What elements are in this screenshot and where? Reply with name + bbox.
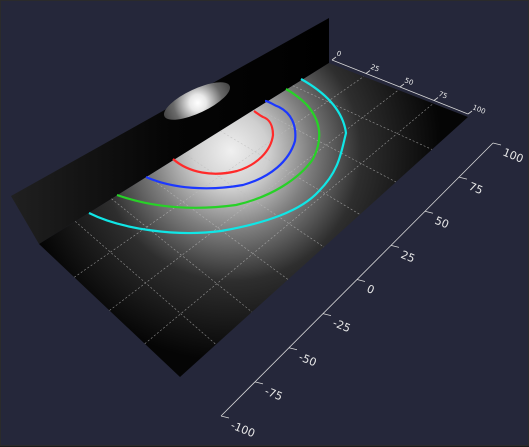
top-axis-tick-label: 25 [369, 63, 380, 74]
vertical-axis-tick [288, 347, 298, 351]
top-axis-tick-label: 0 [335, 49, 342, 58]
wall-projection-hotspot [163, 82, 231, 120]
vertical-axis-tick [458, 176, 468, 180]
vertical-axis-tick [492, 142, 502, 146]
contour-green [116, 88, 321, 209]
top-axis-tick [331, 56, 337, 61]
vertical-axis-tick-label: -100 [229, 419, 257, 440]
vertical-axis-tick [390, 244, 400, 248]
vertical-axis-tick [254, 381, 264, 385]
vertical-axis-tick-label: -25 [331, 316, 353, 335]
top-axis-tick [399, 83, 405, 88]
top-axis-tick [433, 97, 439, 101]
contour-cyan [88, 78, 348, 235]
vertical-axis-tick-label: -50 [297, 350, 319, 369]
vertical-axis: 100 75 50 25 0 -25 -50 -75 -100 [220, 142, 525, 440]
vertical-axis-tick-label: 50 [433, 214, 451, 231]
vertical-axis-tick [356, 279, 366, 282]
grid-line [74, 76, 364, 278]
vertical-axis-tick-label: -75 [263, 385, 285, 404]
grid-line [292, 85, 433, 150]
grid-line [147, 175, 289, 280]
vertical-axis-tick [220, 415, 230, 419]
top-axis-tick-label: 100 [471, 103, 486, 115]
contour-red [172, 110, 275, 175]
surface-plane [39, 63, 468, 377]
vertical-axis-tick-label: 100 [501, 146, 525, 166]
vertical-axis-tick-label: 25 [399, 248, 417, 265]
vertical-axis-tick [322, 313, 332, 317]
top-axis-tick [365, 70, 371, 74]
grid-line [220, 130, 361, 215]
wall-projection [11, 18, 329, 244]
top-axis-tick-label: 75 [437, 90, 448, 101]
top-axis-tick-label: 50 [403, 76, 414, 87]
contour-blue [145, 99, 297, 190]
vertical-axis-tick [424, 210, 434, 214]
vertical-axis-tick-label: 0 [365, 282, 376, 297]
vertical-axis-tick-label: 75 [467, 180, 485, 197]
top-axis-tick [467, 110, 473, 115]
grid-line [144, 103, 434, 344]
